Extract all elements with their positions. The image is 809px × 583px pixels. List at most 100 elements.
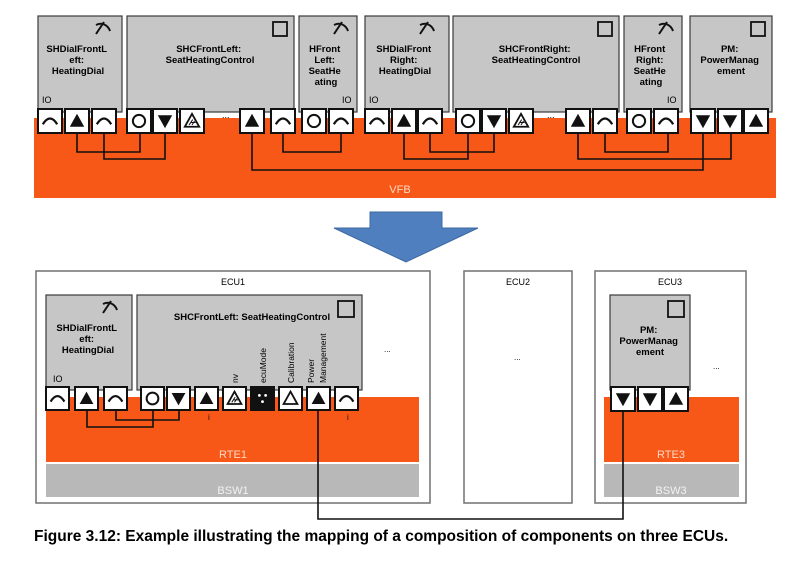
port-arc xyxy=(328,108,354,134)
svg-text:SHDialFrontL eft:: SHDialFrontL eft: HeatingDial xyxy=(46,44,109,77)
svg-text:RTE1: RTE1 xyxy=(219,449,247,461)
port-down xyxy=(637,386,663,412)
svg-text:IO: IO xyxy=(369,95,379,105)
svg-text:ecuMode: ecuMode xyxy=(258,348,268,383)
svg-text:ECU3: ECU3 xyxy=(658,277,682,287)
svg-text:...: ... xyxy=(222,110,230,120)
port-arc xyxy=(592,108,618,134)
ecu1-shc-component: SHCFrontLeft: SeatHeatingControl nv ecuM… xyxy=(136,294,391,391)
port-down xyxy=(717,108,743,134)
svg-text:BSW3: BSW3 xyxy=(655,485,686,497)
port-arc xyxy=(270,108,296,134)
connector xyxy=(86,410,154,428)
ecu3-pm-component: PM: PowerManag ement xyxy=(609,294,691,391)
port-hatch xyxy=(222,386,247,411)
connector xyxy=(604,133,669,153)
svg-text:i: i xyxy=(347,413,349,422)
svg-text:RTE3: RTE3 xyxy=(657,449,685,461)
port-arc xyxy=(103,386,128,411)
port-up xyxy=(306,386,331,411)
figure-caption: Figure 3.12: Example illustrating the ma… xyxy=(34,528,729,545)
port-up xyxy=(74,386,99,411)
vfb-label: VFB xyxy=(389,184,410,196)
port-arc xyxy=(45,386,70,411)
svg-text:BSW1: BSW1 xyxy=(217,485,248,497)
connector xyxy=(103,133,166,160)
port-down xyxy=(166,386,191,411)
port-hatch xyxy=(179,108,205,134)
svg-text:...: ... xyxy=(713,362,720,371)
vfb-component-shc-front-left: SHCFrontLeft: SeatHeatingControl ... xyxy=(126,15,295,120)
vfb-component-shdial-front-left: SHDialFrontL eft: HeatingDial IO xyxy=(37,15,123,113)
svg-text:PM: PowerManag: PM: PowerManag ement xyxy=(619,325,680,358)
svg-text:IO: IO xyxy=(667,95,677,105)
port-down xyxy=(610,386,636,412)
port-down xyxy=(481,108,507,134)
port-down xyxy=(690,108,716,134)
ecu2: ECU2 ... xyxy=(463,270,573,504)
port-circle xyxy=(626,108,652,134)
port-arc xyxy=(37,108,63,134)
port-down xyxy=(152,108,178,134)
vfb-connectors xyxy=(76,133,732,171)
port-hatch xyxy=(508,108,534,134)
svg-text:i: i xyxy=(208,413,210,422)
connector xyxy=(282,133,342,153)
vfb-component-hfront-right: HFront Right: SeatHe ating IO xyxy=(623,15,683,113)
svg-text:SHCFrontLeft: SeatHeatin: SHCFrontLeft: SeatHeatingControl xyxy=(166,44,255,66)
port-outline-up xyxy=(278,386,303,411)
port-up xyxy=(743,108,769,134)
svg-text:Power: Power xyxy=(306,359,316,383)
port-up xyxy=(64,108,90,134)
port-up xyxy=(663,386,689,412)
port-black xyxy=(250,386,275,411)
ecu1: ECU1 RTE1 BSW1 SHDialFrontL eft: Heating… xyxy=(35,270,431,504)
svg-text:SHCFrontRight: SeatHeati: SHCFrontRight: SeatHeatingControl xyxy=(492,44,581,66)
vfb-component-shc-front-right: SHCFrontRight: SeatHeatingControl ... xyxy=(452,15,620,120)
svg-text:...: ... xyxy=(384,345,391,354)
port-up xyxy=(194,386,219,411)
vfb-ports xyxy=(37,108,769,134)
svg-text:HFront Right: Seat: HFront Right: SeatHe ating xyxy=(634,44,669,88)
svg-text:IO: IO xyxy=(42,95,52,105)
connector xyxy=(429,133,495,153)
svg-text:Management: Management xyxy=(318,333,328,383)
ecu1-shdial-component: SHDialFrontL eft: HeatingDial IO xyxy=(45,294,133,391)
port-arc xyxy=(91,108,117,134)
bsw3 xyxy=(604,464,739,497)
connector xyxy=(403,133,469,160)
svg-text:SHDialFront Right:: SHDialFront Right: HeatingDial xyxy=(376,44,434,77)
svg-text:PM: PowerManag eme: PM: PowerManag ement xyxy=(700,44,761,77)
svg-text:IO: IO xyxy=(342,95,352,105)
connector xyxy=(251,133,704,171)
port-up xyxy=(391,108,417,134)
port-up xyxy=(239,108,265,134)
connector xyxy=(577,133,732,160)
port-arc xyxy=(417,108,443,134)
port-arc xyxy=(334,386,359,411)
bsw1 xyxy=(46,464,419,497)
svg-text:ECU1: ECU1 xyxy=(221,277,245,287)
svg-text:...: ... xyxy=(514,353,521,362)
port-arc xyxy=(364,108,390,134)
svg-text:nv: nv xyxy=(230,373,240,383)
ecu1-ports xyxy=(45,386,359,411)
port-circle xyxy=(126,108,152,134)
vfb-component-pm: PM: PowerManag ement xyxy=(689,15,773,113)
svg-text:SHDialFrontL eft:: SHDialFrontL eft: HeatingDial xyxy=(56,323,119,356)
port-arc xyxy=(653,108,679,134)
vfb-component-shdial-front-right: SHDialFront Right: HeatingDial IO xyxy=(364,15,450,113)
svg-text:SHCFrontLeft: SeatHeatingCont: SHCFrontLeft: SeatHeatingControl xyxy=(174,312,330,323)
connector xyxy=(76,133,141,153)
svg-text:HFront Left: SeatH: HFront Left: SeatHe ating xyxy=(309,44,344,88)
svg-text:...: ... xyxy=(547,110,555,120)
svg-text:Calibration: Calibration xyxy=(286,342,296,383)
cross-ecu-connector xyxy=(317,410,624,520)
vfb-component-hfront-left: HFront Left: SeatHe ating IO xyxy=(298,15,358,113)
port-circle xyxy=(140,386,165,411)
ecu3-ports xyxy=(610,386,689,412)
port-circle xyxy=(455,108,481,134)
svg-text:IO: IO xyxy=(53,374,63,384)
connector xyxy=(115,410,180,421)
